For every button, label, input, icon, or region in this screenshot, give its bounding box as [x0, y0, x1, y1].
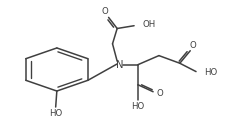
Text: OH: OH [142, 20, 155, 29]
Text: O: O [155, 89, 162, 98]
Text: O: O [101, 7, 108, 16]
Text: HO: HO [203, 69, 216, 77]
Text: O: O [188, 41, 195, 50]
Text: HO: HO [49, 109, 62, 118]
Text: N: N [115, 60, 123, 70]
Text: HO: HO [131, 102, 144, 111]
